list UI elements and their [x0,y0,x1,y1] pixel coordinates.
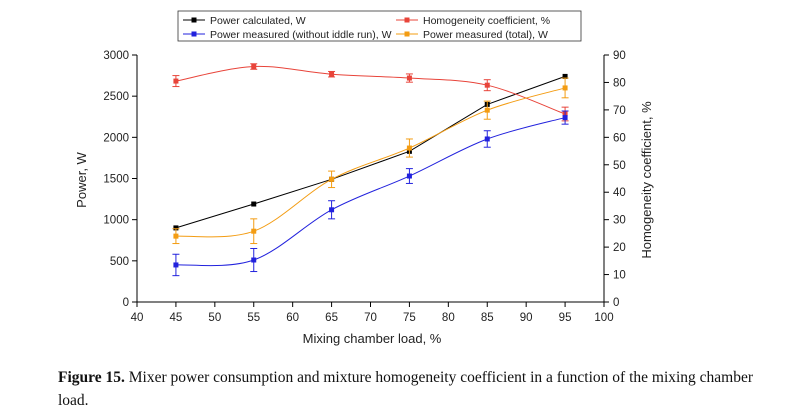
data-point [251,201,257,207]
data-point [173,233,179,239]
y-right-tick-label: 20 [613,242,626,254]
x-tick-label: 45 [170,312,183,324]
y-right-tick-label: 50 [613,160,626,172]
x-tick-label: 55 [247,312,260,324]
x-tick-label: 95 [559,312,572,324]
x-tick-label: 75 [403,312,416,324]
data-point [406,145,412,151]
y-left-tick-label: 0 [123,297,129,309]
data-point [484,107,490,113]
legend-label: Power measured (without iddle run), W [210,29,392,41]
y-right-tick-label: 30 [613,215,626,227]
legend-label: Homogeneity coefficient, % [423,15,550,27]
data-point [329,71,335,77]
series-line-1 [175,65,566,115]
x-tick-label: 65 [325,312,338,324]
legend-label: Power measured (total), W [423,29,548,41]
data-point [562,115,568,121]
y-right-tick-label: 60 [613,132,626,144]
legend-marker [191,31,197,37]
x-axis-label: Mixing chamber load, % [303,331,442,346]
data-point [562,85,568,91]
x-tick-label: 90 [520,312,533,324]
series-line-2 [175,117,566,267]
plot-area: 40 45 50 55 60 65 70 75 80 85 90 95 1000500100015002… [103,50,625,324]
x-tick-label: 85 [481,312,494,324]
y-left-tick-label: 1500 [103,174,129,186]
legend-marker [404,17,410,23]
data-point [562,73,568,79]
data-point [406,173,412,179]
data-point [251,257,257,263]
data-point [173,262,179,268]
x-tick-label: 80 [442,312,455,324]
y-right-tick-label: 10 [613,270,626,282]
figure-caption-label: Figure 15. [58,369,125,386]
x-tick-label: 50 [208,312,221,324]
y-right-tick-label: 90 [613,50,626,62]
data-point [329,176,335,182]
figure-caption-text: Mixer power consumption and mixture homo… [58,369,754,409]
data-point [173,78,179,84]
x-tick-label: 70 [364,312,377,324]
y-right-tick-label: 40 [613,187,626,199]
legend-marker [191,17,197,23]
figure-caption: Figure 15. Mixer power consumption and m… [58,366,774,412]
legend: Power calculated, W Homogeneity coefficie… [177,10,582,42]
y-left-tick-label: 1000 [103,215,129,227]
y-left-tick-label: 2500 [103,91,129,103]
data-point [484,82,490,88]
y-right-tick-label: 80 [613,77,626,89]
y-left-tick-label: 3000 [103,50,129,62]
y-right-tick-label: 0 [613,297,619,309]
legend-label: Power calculated, W [210,15,306,27]
series-line-3 [175,87,566,238]
y-right-tick-label: 70 [613,105,626,117]
data-point [173,225,179,231]
legend-box [177,10,582,42]
y-left-tick-label: 2000 [103,132,129,144]
y-axis-right-label: Homogeneity coefficient, % [639,101,654,259]
data-point [251,64,257,70]
y-left-tick-label: 500 [110,256,129,268]
data-point [251,228,257,234]
legend-marker [404,31,410,37]
data-point [406,75,412,81]
chart: Power calculated, W Homogeneity coefficie… [74,10,654,346]
data-point [484,136,490,142]
y-axis-left-label: Power, W [74,151,89,207]
data-point [329,207,335,213]
series-line-0 [175,75,566,229]
x-tick-label: 100 [594,312,613,324]
x-tick-label: 60 [286,312,299,324]
x-tick-label: 40 [131,312,144,324]
